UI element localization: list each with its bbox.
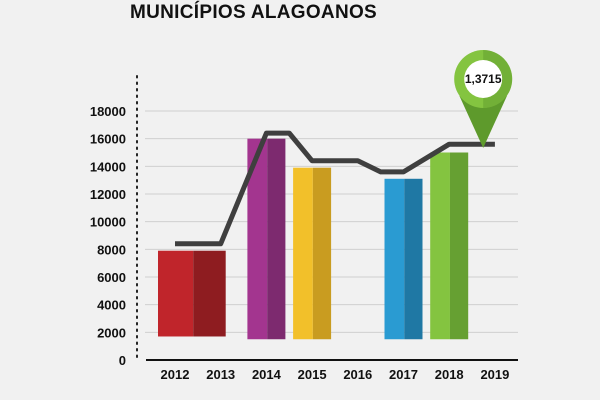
- bar-shade: [449, 152, 469, 340]
- bar: [293, 167, 313, 340]
- y-tick-label: 18000: [90, 104, 126, 119]
- bar-shade: [267, 138, 286, 340]
- y-tick-label: 12000: [90, 187, 126, 202]
- bar: [384, 178, 405, 340]
- marker-pin-face: [464, 60, 503, 98]
- bar-shade: [312, 167, 332, 340]
- chart-title: MUNICÍPIOS ALAGOANOS: [130, 2, 378, 23]
- bar-shade: [193, 250, 226, 337]
- x-tick-label: 2014: [252, 367, 282, 382]
- x-tick-label: 2019: [480, 367, 509, 382]
- trend-line: [175, 130, 495, 247]
- y-tick-label: 2000: [97, 325, 126, 340]
- marker-label: 1,3715: [465, 72, 502, 86]
- y-tick-label: 8000: [97, 242, 126, 257]
- bar-shade: [404, 178, 423, 340]
- y-tick-label: 0: [119, 353, 126, 368]
- y-tick-label: 16000: [90, 132, 126, 147]
- y-tick-label: 6000: [97, 270, 126, 285]
- marker-pin-tail: [459, 95, 507, 148]
- x-tick-label: 2018: [435, 367, 464, 382]
- bar: [247, 138, 268, 340]
- x-tick-label: 2016: [343, 367, 372, 382]
- bar: [430, 152, 450, 340]
- x-tick-label: 2012: [161, 367, 190, 382]
- y-tick-label: 4000: [97, 298, 126, 313]
- y-tick-label: 14000: [90, 159, 126, 174]
- x-tick-label: 2013: [206, 367, 235, 382]
- y-tick-label: 10000: [90, 215, 126, 230]
- x-tick-label: 2015: [298, 367, 327, 382]
- x-tick-label: 2017: [389, 367, 418, 382]
- bar: [158, 250, 194, 337]
